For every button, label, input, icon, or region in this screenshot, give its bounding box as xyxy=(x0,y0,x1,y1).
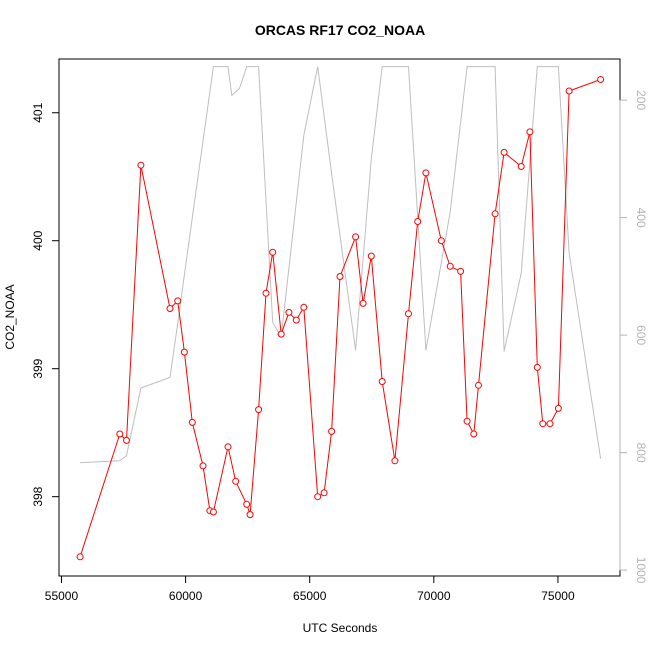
co2-data-point xyxy=(174,297,182,305)
co2-data-point xyxy=(262,289,270,297)
co2-data-point xyxy=(300,303,308,311)
co2-data-point xyxy=(517,163,525,170)
co2-data-point xyxy=(475,381,482,389)
x-tick-label: 60000 xyxy=(169,589,203,603)
y2-tick-label: 1000 xyxy=(634,557,648,584)
co2-data-point xyxy=(180,348,188,356)
y2-tick-label: 400 xyxy=(634,208,648,228)
co2-data-point xyxy=(405,310,412,318)
x-tick-label: 75000 xyxy=(541,589,575,603)
co2-data-point xyxy=(359,299,367,307)
co2-data-point xyxy=(446,262,454,270)
co2-data-point xyxy=(491,210,499,218)
co2-data-point xyxy=(546,420,554,428)
x-tick-label: 55000 xyxy=(45,589,79,603)
co2-data-point xyxy=(437,237,445,245)
co2-data-point xyxy=(116,430,124,438)
co2-data-point xyxy=(232,477,240,485)
co2-data-point xyxy=(367,252,375,260)
co2-data-point xyxy=(352,233,360,241)
co2-data-point xyxy=(199,462,207,470)
co2-series-line xyxy=(79,79,601,557)
y-axis-title: CO2_NOAA xyxy=(3,284,17,349)
co2-data-point xyxy=(539,420,547,428)
co2-data-point xyxy=(470,430,478,438)
co2-data-point xyxy=(209,508,217,516)
co2-data-point xyxy=(243,500,251,508)
co2-data-point xyxy=(457,267,465,275)
co2-data-point xyxy=(255,406,263,414)
y2-tick-label: 200 xyxy=(634,90,648,110)
altitude-series-line xyxy=(80,66,602,464)
co2-data-point xyxy=(285,308,293,316)
co2-data-point xyxy=(224,443,232,451)
co2-data-point xyxy=(320,489,328,497)
co2-data-point xyxy=(500,148,508,156)
y-tick-label: 398 xyxy=(31,486,45,506)
series-layer xyxy=(76,66,605,561)
y2-tick-label: 800 xyxy=(634,443,648,463)
y2-tick-label: 600 xyxy=(634,325,648,345)
co2-data-point xyxy=(76,553,84,561)
co2-data-point xyxy=(328,427,336,435)
x-axis-title: UTC Seconds xyxy=(303,621,378,635)
co2-data-point xyxy=(166,305,174,312)
co2-data-point xyxy=(414,218,422,225)
co2-data-point xyxy=(378,378,386,385)
co2-data-point xyxy=(533,363,541,371)
y-axis-right: 200 400 600 800 1000 xyxy=(619,90,648,584)
co2-data-point xyxy=(292,316,300,324)
x-tick-label: 70000 xyxy=(417,589,451,603)
co2-data-point xyxy=(277,330,285,338)
x-tick-label: 65000 xyxy=(293,589,327,603)
co2-data-point xyxy=(188,418,196,426)
y-tick-label: 400 xyxy=(31,230,45,250)
y-tick-label: 399 xyxy=(31,358,45,378)
co2-data-point xyxy=(422,169,430,177)
y-tick-label: 401 xyxy=(31,102,45,122)
co2-data-point xyxy=(137,161,145,169)
x-axis: 55000 60000 65000 70000 75000 xyxy=(45,575,575,603)
co2-data-point xyxy=(391,457,399,465)
co2-data-point xyxy=(336,273,344,280)
co2-data-point xyxy=(123,436,130,444)
co2-data-point xyxy=(597,76,605,83)
co2-data-point xyxy=(554,404,562,412)
co2-data-point xyxy=(565,87,573,95)
co2-data-point xyxy=(526,128,534,136)
y-axis-left: 398 399 400 401 xyxy=(31,102,60,507)
co2-data-point xyxy=(463,417,471,425)
co2-data-point xyxy=(246,511,254,519)
co2-data-point xyxy=(269,248,277,256)
chart-title: ORCAS RF17 CO2_NOAA xyxy=(255,22,425,38)
co2-data-point xyxy=(314,493,322,501)
